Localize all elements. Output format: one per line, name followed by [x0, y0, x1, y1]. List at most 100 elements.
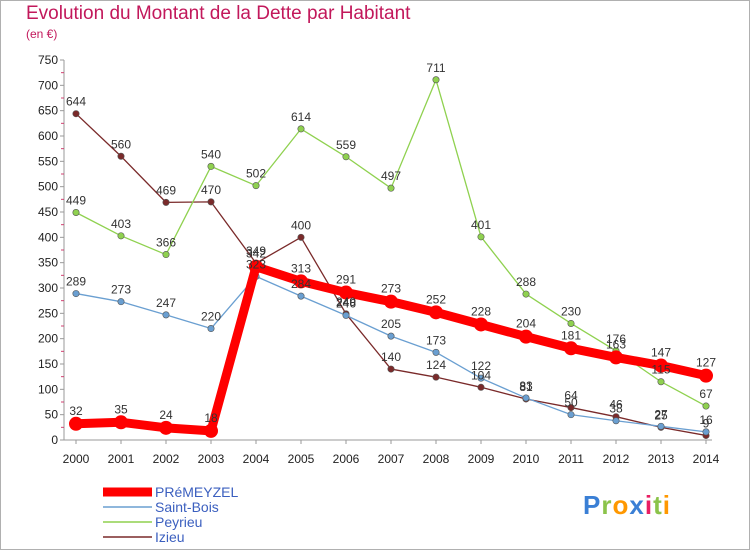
data-label: 252 — [426, 292, 446, 306]
data-label: 449 — [66, 194, 86, 208]
data-label: 228 — [471, 304, 491, 318]
y-tick-label: 650 — [38, 104, 58, 118]
data-label: 502 — [246, 167, 266, 181]
data-point — [387, 332, 395, 340]
y-tick-label: 500 — [38, 180, 58, 194]
data-label: 349 — [246, 244, 266, 258]
data-point — [159, 420, 173, 435]
data-point — [567, 404, 575, 412]
data-label: 313 — [291, 261, 311, 275]
data-label: 46 — [609, 398, 623, 412]
data-point — [654, 358, 668, 373]
data-point — [432, 373, 440, 381]
x-tick-label: 2000 — [63, 452, 90, 466]
data-point — [387, 184, 395, 192]
data-point — [702, 402, 710, 410]
data-label: 205 — [381, 317, 401, 331]
logo-letter: o — [612, 490, 630, 520]
data-point — [699, 368, 713, 383]
data-point — [207, 198, 215, 206]
data-point — [117, 298, 125, 306]
data-label: 366 — [156, 236, 176, 250]
data-label: 115 — [651, 363, 670, 377]
data-point — [114, 415, 128, 430]
data-label: 67 — [699, 387, 713, 401]
data-point — [342, 311, 350, 319]
data-point — [162, 251, 170, 259]
proxiti-logo: Proxiti — [583, 490, 671, 521]
data-label: 173 — [426, 333, 446, 347]
logo-letter: P — [583, 490, 602, 520]
data-point — [387, 365, 395, 373]
data-label: 25 — [654, 408, 668, 422]
data-label: 540 — [201, 147, 221, 161]
data-label: 401 — [471, 218, 491, 232]
logo-letter: i — [644, 490, 654, 520]
data-label: 220 — [201, 310, 221, 324]
legend-label: Izieu — [155, 529, 185, 545]
logo-letter: x — [629, 490, 645, 520]
data-point — [72, 209, 80, 217]
x-tick-label: 2005 — [288, 452, 315, 466]
data-point — [657, 378, 665, 386]
data-label: 81 — [519, 380, 533, 394]
y-tick-label: 300 — [38, 281, 58, 295]
data-point — [297, 125, 305, 133]
x-tick-label: 2001 — [108, 452, 135, 466]
data-point — [567, 411, 575, 419]
data-label: 497 — [381, 169, 401, 183]
data-label: 181 — [561, 328, 581, 342]
data-label: 288 — [516, 275, 536, 289]
x-tick-label: 2008 — [423, 452, 450, 466]
data-point — [342, 153, 350, 161]
data-label: 469 — [156, 183, 176, 197]
data-label: 35 — [114, 402, 128, 416]
data-label: 147 — [651, 346, 671, 360]
data-point — [612, 417, 620, 425]
data-point — [252, 182, 260, 190]
x-tick-label: 2007 — [378, 452, 405, 466]
data-point — [384, 294, 398, 309]
data-label: 27 — [654, 407, 668, 421]
data-label: 9 — [703, 416, 710, 430]
data-point — [162, 198, 170, 206]
data-point — [474, 317, 488, 332]
data-point — [567, 319, 575, 327]
data-label: 18 — [204, 411, 218, 425]
data-label: 470 — [201, 183, 221, 197]
data-label: 122 — [471, 359, 491, 373]
x-tick-label: 2009 — [468, 452, 495, 466]
y-tick-label: 0 — [51, 433, 58, 447]
data-point — [339, 285, 353, 300]
chart-title: Evolution du Montant de la Dette par Hab… — [26, 3, 411, 24]
data-point — [72, 110, 80, 118]
data-label: 32 — [69, 404, 83, 418]
data-point — [657, 422, 665, 430]
data-label: 50 — [564, 396, 578, 410]
logo-letter: i — [662, 490, 671, 520]
data-label: 644 — [66, 95, 86, 109]
data-label: 273 — [111, 283, 131, 297]
data-label: 560 — [111, 137, 131, 151]
data-point — [522, 290, 530, 298]
data-point — [117, 152, 125, 160]
logo-letter: r — [601, 490, 613, 520]
data-label: 127 — [696, 356, 716, 370]
data-point — [297, 292, 305, 300]
data-label: 323 — [246, 257, 266, 271]
data-point — [429, 305, 443, 320]
data-label: 38 — [609, 402, 623, 416]
x-tick-label: 2010 — [513, 452, 540, 466]
data-point — [294, 274, 308, 289]
data-point — [432, 76, 440, 84]
y-tick-label: 100 — [38, 382, 58, 396]
data-point — [162, 311, 170, 319]
logo-letter: t — [653, 490, 663, 520]
data-point — [609, 350, 623, 365]
data-labels-layer: 644 560 469 470 349 400 249 140 124 104 81 64 46 25 9 4… — [66, 61, 716, 431]
y-tick-label: 350 — [38, 256, 58, 270]
data-label: 230 — [561, 304, 581, 318]
x-tick-label: 2003 — [198, 452, 225, 466]
